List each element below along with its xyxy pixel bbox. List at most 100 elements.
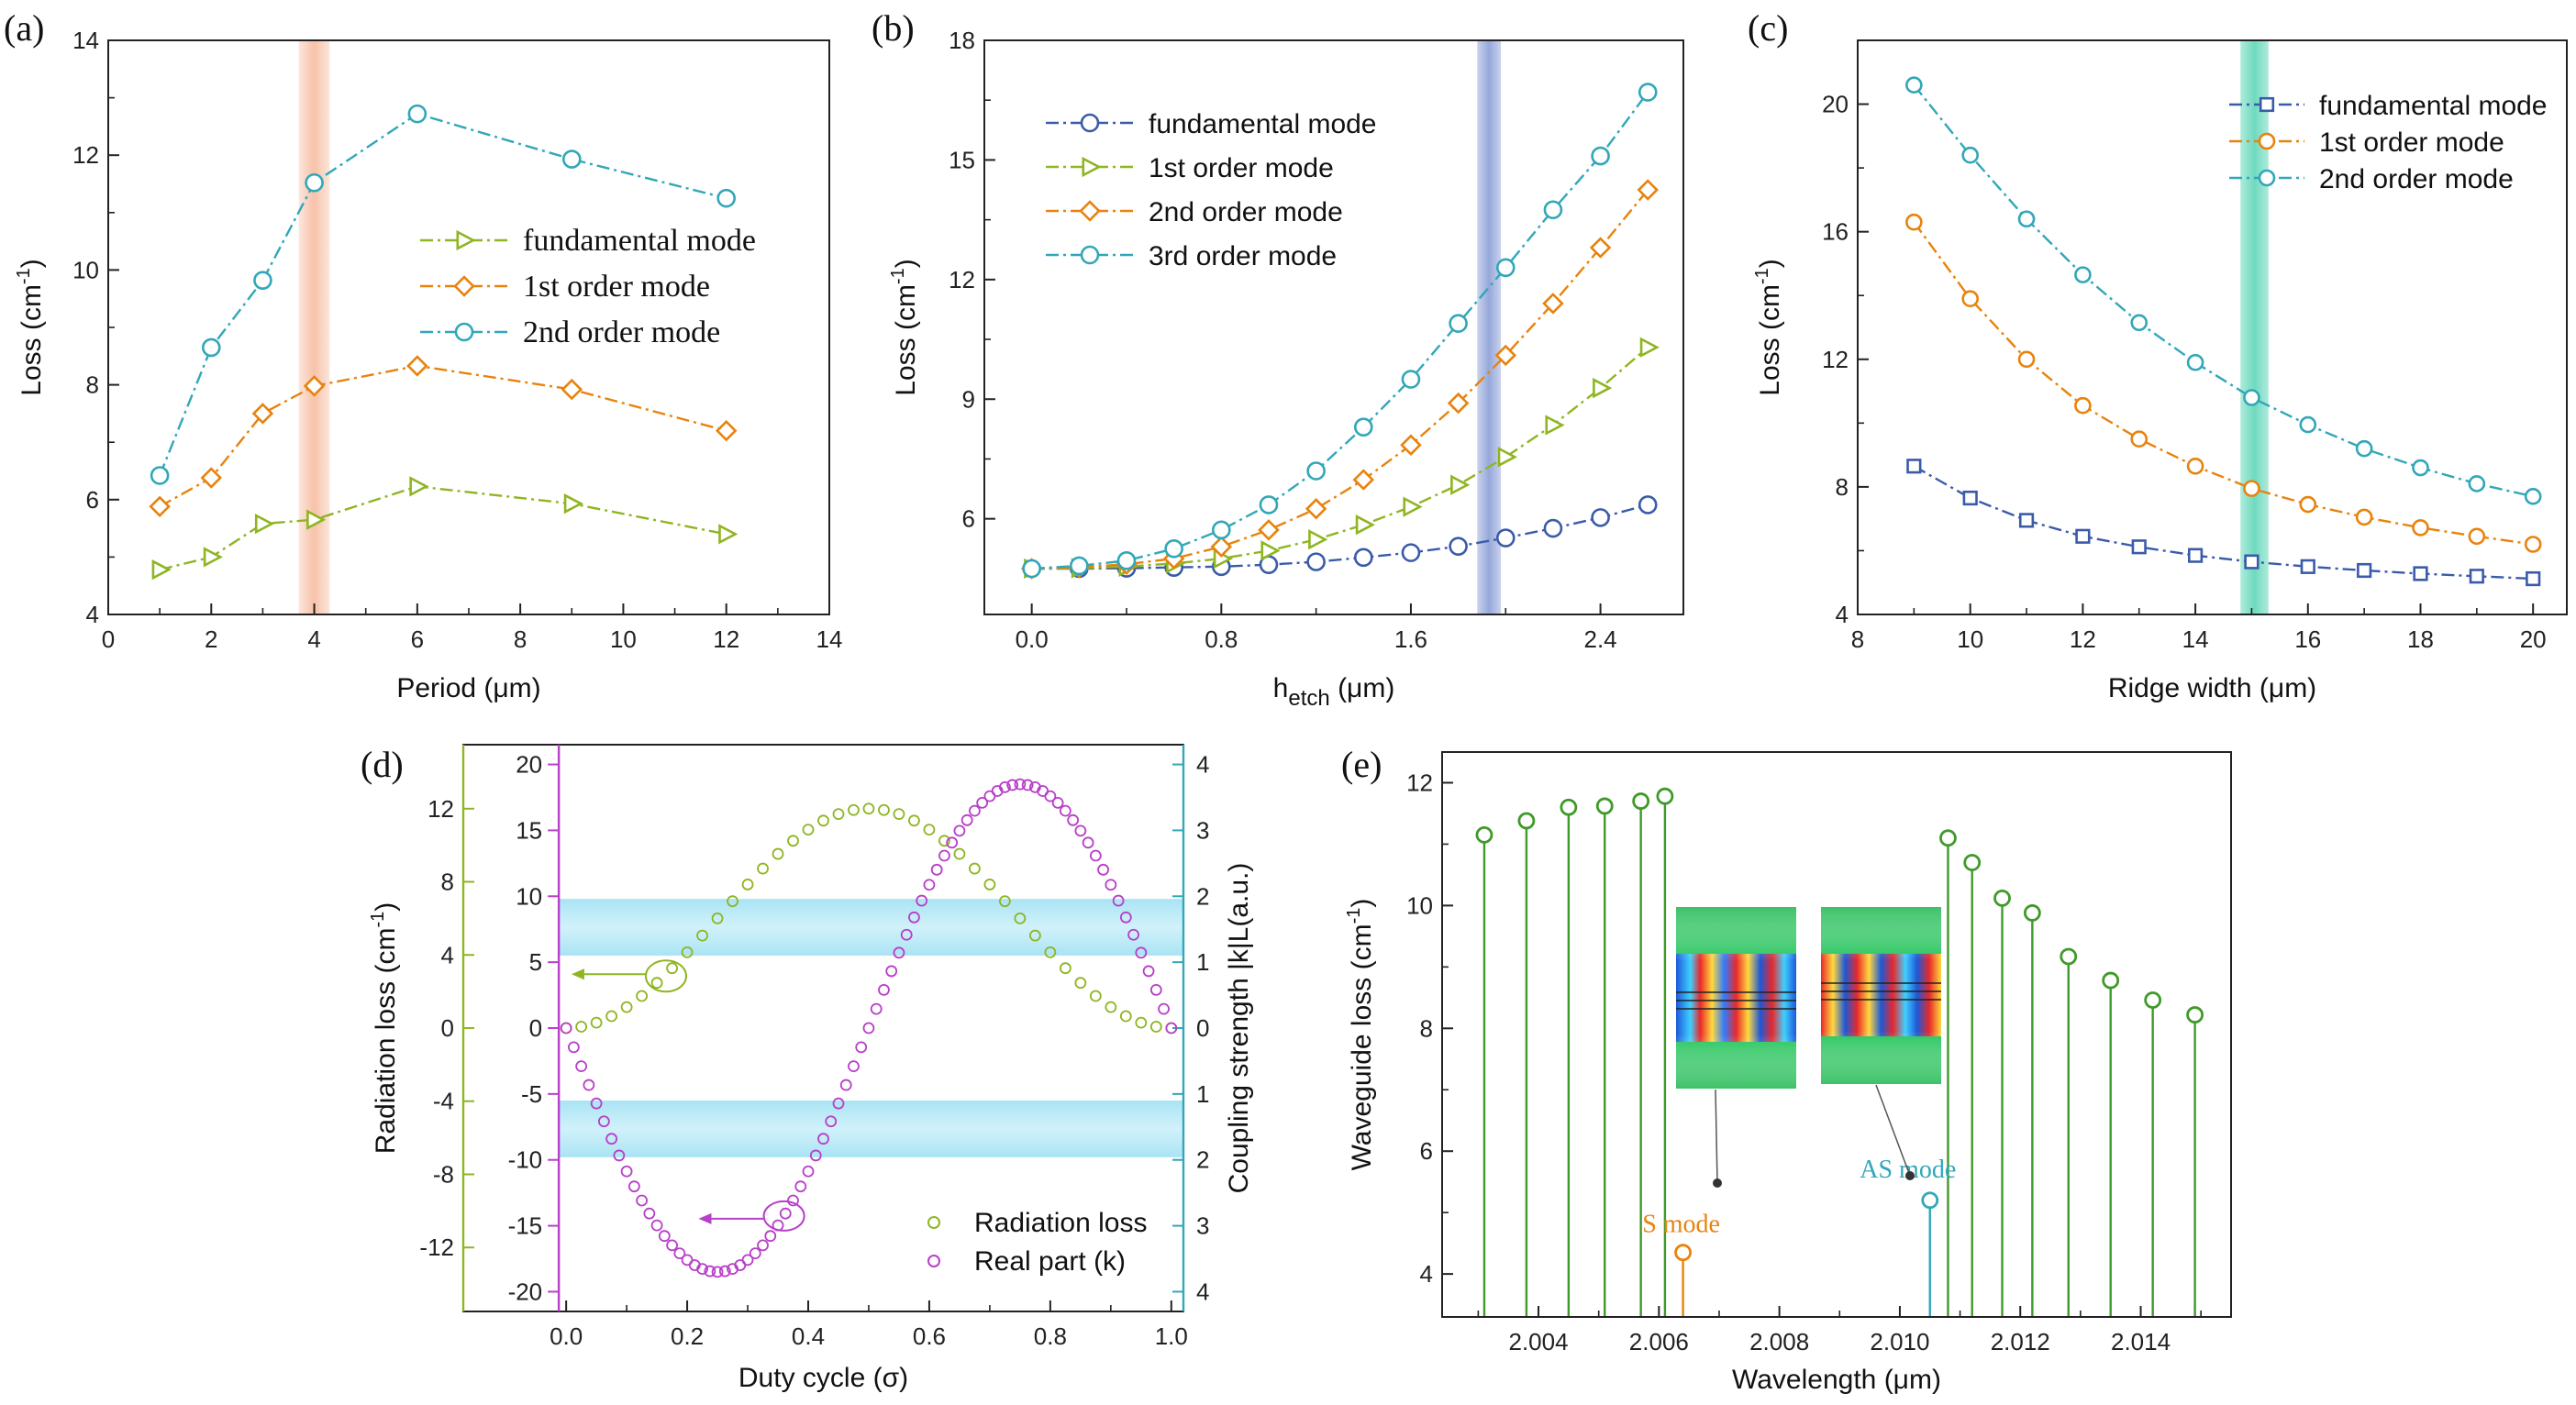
- data-point-series-2: [1905, 213, 1923, 231]
- data-point-radiation-loss: [908, 814, 920, 827]
- panel-a-chart: 0 2 4 6 8 10 12 14 4 6 8 10 12 14 Period (μm) Loss (cm-…: [14, 27, 842, 703]
- data-point-series-3: [2186, 353, 2204, 371]
- y-tick-label-panel-b: 9: [962, 385, 975, 413]
- data-point-series-1: [1543, 518, 1563, 538]
- data-point-radiation-loss: [969, 862, 981, 875]
- data-point-series-1: [2187, 548, 2204, 563]
- data-point-series-2: [561, 378, 583, 401]
- x-tick-label-panel-c: 16: [2294, 625, 2321, 653]
- data-point-real-part: [613, 1149, 626, 1162]
- data-point-series-3: [1258, 519, 1280, 541]
- data-point-real-part: [1067, 813, 1080, 826]
- data-point-series-2: [1545, 415, 1565, 436]
- data-point-radiation-loss: [1089, 990, 1102, 1002]
- legend-marker-3: [2258, 169, 2276, 187]
- data-point-radiation-loss: [802, 824, 815, 836]
- data-point-series-2: [1497, 447, 1517, 468]
- data-point-real-part: [969, 804, 981, 817]
- data-point-radiation-loss: [848, 803, 860, 816]
- x-tick-label-e: 2.012: [1991, 1328, 2050, 1355]
- panel-label-c: (c): [1748, 7, 1788, 49]
- data-point-real-part: [583, 1079, 595, 1091]
- data-point-series-1: [1306, 552, 1326, 571]
- legend-label-3: 2nd order mode: [523, 315, 720, 349]
- x-tick-label-d: 1.0: [1155, 1322, 1188, 1350]
- data-point-series-4: [1306, 461, 1326, 481]
- x-tick-label-panel-c: 12: [2070, 625, 2096, 653]
- data-point-real-part: [1097, 863, 1109, 876]
- data-point-series-3: [150, 466, 170, 485]
- x-tick-label-panel-a: 2: [205, 625, 217, 653]
- data-point-series-1: [1638, 495, 1658, 514]
- data-point-series-2: [251, 403, 274, 425]
- data-point-series-2: [2468, 527, 2486, 546]
- y-real-tick-label: -20: [508, 1278, 543, 1305]
- x-tick-label-d: 0.4: [792, 1322, 825, 1350]
- x-tick-label-panel-c: 10: [1957, 625, 1983, 653]
- data-point-real-part: [916, 894, 928, 907]
- data-point-real-part: [1014, 778, 1027, 791]
- as-mode-field-inset: [1821, 907, 1941, 1180]
- data-point-real-part: [862, 1022, 875, 1034]
- data-point-series-2: [149, 495, 171, 518]
- data-point-radiation-loss: [998, 895, 1011, 908]
- data-point-series-3: [2017, 210, 2036, 228]
- data-point-series-1: [563, 493, 583, 514]
- data-point-real-part: [832, 1097, 845, 1110]
- legend-label-1: fundamental mode: [2319, 91, 2548, 121]
- legend-label-3: 2nd order mode: [1149, 197, 1343, 227]
- data-point-real-part: [597, 1115, 610, 1128]
- y-right-tick-label: 1: [1196, 1080, 1209, 1108]
- data-point-series-3: [1905, 76, 1923, 94]
- data-point-series-3: [2524, 488, 2542, 505]
- series-line-4: [1031, 91, 1649, 570]
- data-point-real-part: [998, 780, 1011, 793]
- data-point-real-part: [696, 1263, 708, 1276]
- data-point-series-2: [2524, 536, 2542, 553]
- plot-frame-panel-b: [983, 39, 1684, 615]
- x-tick-label-panel-c: 8: [1851, 625, 1864, 653]
- data-point-series-1: [718, 524, 738, 545]
- legend-marker-4: [1080, 245, 1100, 265]
- legend-marker-1: [927, 1216, 940, 1229]
- coupling-band-2: [559, 1101, 1183, 1157]
- data-point-series-3: [2243, 389, 2260, 406]
- data-point-real-part: [1112, 894, 1125, 907]
- y-real-tick-label: -15: [508, 1212, 543, 1240]
- x-tick-label-e: 2.014: [2111, 1328, 2171, 1355]
- data-point-real-part: [1006, 779, 1019, 791]
- data-point-real-part: [930, 863, 943, 876]
- data-point-radiation-loss: [1044, 946, 1057, 958]
- x-tick-label-panel-c: 20: [2520, 625, 2547, 653]
- stem-marker: [1632, 792, 1650, 810]
- x-axis-title: Period (μm): [396, 673, 540, 703]
- data-point-radiation-loss: [681, 946, 694, 958]
- data-point-radiation-loss: [862, 802, 875, 815]
- stem-marker: [1656, 787, 1674, 805]
- highlight-band: [1477, 41, 1502, 614]
- y-right-tick-label: 3: [1196, 816, 1209, 844]
- x-tick-label-panel-a: 12: [713, 625, 739, 653]
- data-point-real-part: [1082, 836, 1094, 849]
- data-point-radiation-loss: [575, 1021, 588, 1033]
- data-point-real-part: [718, 1265, 731, 1278]
- panel-e-chart: 2.004 2.006 2.008 2.010 2.012 2.014 4 6 8 10 12 S m…: [1344, 751, 2232, 1395]
- x-axis-title: Duty cycle (σ): [738, 1363, 908, 1393]
- data-point-series-2: [1403, 496, 1423, 517]
- x-tick-label-e: 2.008: [1749, 1328, 1809, 1355]
- y-real-tick-label: 20: [516, 751, 542, 779]
- real-part-callout: [762, 1200, 805, 1232]
- x-tick-label-panel-a: 0: [102, 625, 115, 653]
- y-right-tick-label: 3: [1196, 1212, 1209, 1240]
- plot-frame-panel-c: [1857, 39, 2568, 615]
- series-line-2: [1913, 221, 2534, 546]
- y-tick-label-panel-b: 18: [949, 27, 975, 54]
- data-point-series-2: [2074, 396, 2092, 415]
- data-point-real-part: [567, 1041, 580, 1054]
- data-point-series-4: [1164, 538, 1183, 559]
- data-point-radiation-loss: [727, 895, 738, 908]
- highlight-band: [2240, 41, 2269, 614]
- data-point-real-part: [1059, 804, 1071, 817]
